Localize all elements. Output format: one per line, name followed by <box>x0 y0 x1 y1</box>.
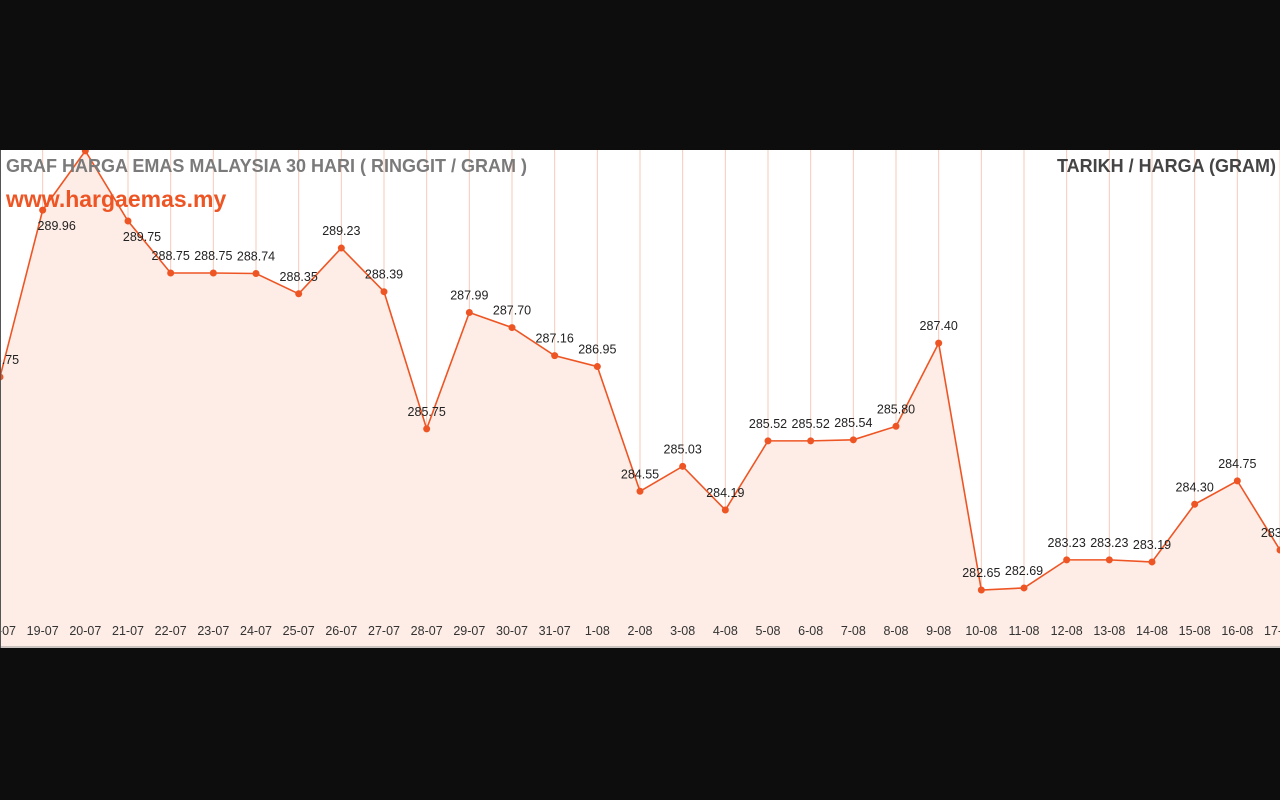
data-point <box>636 487 644 495</box>
data-label: 285.52 <box>792 417 830 431</box>
data-point <box>1020 584 1028 592</box>
data-label: 284.55 <box>621 467 659 481</box>
data-point <box>252 270 260 278</box>
data-label: 282.65 <box>962 566 1000 580</box>
data-label: 288.75 <box>194 249 232 263</box>
x-tick-label: 27-07 <box>368 624 400 638</box>
data-label: 285.03 <box>664 442 702 456</box>
x-tick-label: 18-07 <box>0 624 16 638</box>
x-tick-label: 20-07 <box>69 624 101 638</box>
data-label: 286.95 <box>578 343 616 357</box>
chart-title: GRAF HARGA EMAS MALAYSIA 30 HARI ( RINGG… <box>6 156 528 176</box>
area-fill <box>0 150 1280 648</box>
data-point <box>679 462 687 470</box>
x-tick-label: 25-07 <box>283 624 315 638</box>
data-label: 284.75 <box>1218 457 1256 471</box>
data-point <box>124 217 132 225</box>
data-point <box>1191 500 1199 508</box>
data-label: 285.80 <box>877 402 915 416</box>
x-tick-label: 14-08 <box>1136 624 1168 638</box>
data-label: 287.16 <box>536 332 574 346</box>
data-point <box>764 437 772 445</box>
x-tick-label: 15-08 <box>1179 624 1211 638</box>
data-label: 283.23 <box>1048 536 1086 550</box>
data-point <box>551 352 559 360</box>
data-point <box>593 363 601 371</box>
x-tick-label: 1-08 <box>585 624 610 638</box>
x-tick-label: 29-07 <box>453 624 485 638</box>
brand-logo[interactable]: www.hargaemas.my <box>6 186 227 212</box>
data-label: 288.74 <box>237 250 275 264</box>
x-tick-label: 8-08 <box>883 624 908 638</box>
chart: 286.7518-07289.9619-07291.1020-07289.752… <box>0 150 1280 648</box>
data-label: 289.96 <box>38 219 76 233</box>
data-point <box>721 506 729 514</box>
data-point <box>977 586 985 594</box>
data-label: 289.75 <box>123 230 161 244</box>
data-point <box>892 422 900 430</box>
data-point <box>81 150 89 155</box>
data-label: 282.69 <box>1005 564 1043 578</box>
x-tick-label: 17-08 <box>1264 624 1280 638</box>
x-tick-label: 19-07 <box>27 624 59 638</box>
data-label: 283.42 <box>1261 526 1280 540</box>
data-point <box>935 339 943 347</box>
data-point <box>209 269 217 277</box>
data-label: 285.52 <box>749 417 787 431</box>
data-point <box>380 288 388 296</box>
data-point <box>1233 477 1241 485</box>
data-point <box>337 244 345 252</box>
data-label: 283.19 <box>1133 538 1171 552</box>
data-point <box>39 206 47 214</box>
data-label: 288.75 <box>152 249 190 263</box>
data-point <box>295 290 303 298</box>
x-tick-label: 26-07 <box>325 624 357 638</box>
x-tick-label: 2-08 <box>627 624 652 638</box>
x-tick-label: 9-08 <box>926 624 951 638</box>
data-point <box>1276 546 1280 554</box>
x-tick-label: 24-07 <box>240 624 272 638</box>
x-tick-label: 6-08 <box>798 624 823 638</box>
data-point <box>423 425 431 433</box>
legend-title: TARIKH / HARGA (GRAM) <box>1057 156 1276 176</box>
data-point <box>167 269 175 277</box>
x-tick-label: 4-08 <box>713 624 738 638</box>
data-label: 287.70 <box>493 304 531 318</box>
chart-plot: 286.7518-07289.9619-07291.1020-07289.752… <box>0 150 1280 648</box>
x-tick-label: 5-08 <box>755 624 780 638</box>
data-label: 284.30 <box>1176 480 1214 494</box>
data-point <box>508 324 516 332</box>
data-label: 287.40 <box>920 319 958 333</box>
data-point <box>807 437 815 445</box>
data-point <box>1063 556 1071 564</box>
data-point <box>1105 556 1113 564</box>
data-label: 285.75 <box>408 405 446 419</box>
x-tick-label: 28-07 <box>411 624 443 638</box>
x-tick-label: 21-07 <box>112 624 144 638</box>
data-label: 286.75 <box>0 353 19 367</box>
data-label: 287.99 <box>450 288 488 302</box>
data-label: 283.23 <box>1090 536 1128 550</box>
data-point <box>465 308 473 316</box>
x-tick-label: 31-07 <box>539 624 571 638</box>
data-label: 285.54 <box>834 416 872 430</box>
x-tick-label: 16-08 <box>1221 624 1253 638</box>
x-tick-label: 22-07 <box>155 624 187 638</box>
x-tick-label: 13-08 <box>1093 624 1125 638</box>
data-label: 288.35 <box>280 270 318 284</box>
x-tick-label: 11-08 <box>1008 624 1039 638</box>
x-tick-label: 3-08 <box>670 624 695 638</box>
x-tick-label: 23-07 <box>197 624 229 638</box>
data-label: 289.23 <box>322 224 360 238</box>
data-label: 288.39 <box>365 268 403 282</box>
x-tick-label: 12-08 <box>1051 624 1083 638</box>
data-point <box>1148 558 1156 566</box>
x-tick-label: 30-07 <box>496 624 528 638</box>
x-tick-label: 7-08 <box>841 624 866 638</box>
data-label: 284.19 <box>706 486 744 500</box>
data-point <box>849 436 857 444</box>
x-tick-label: 10-08 <box>965 624 997 638</box>
